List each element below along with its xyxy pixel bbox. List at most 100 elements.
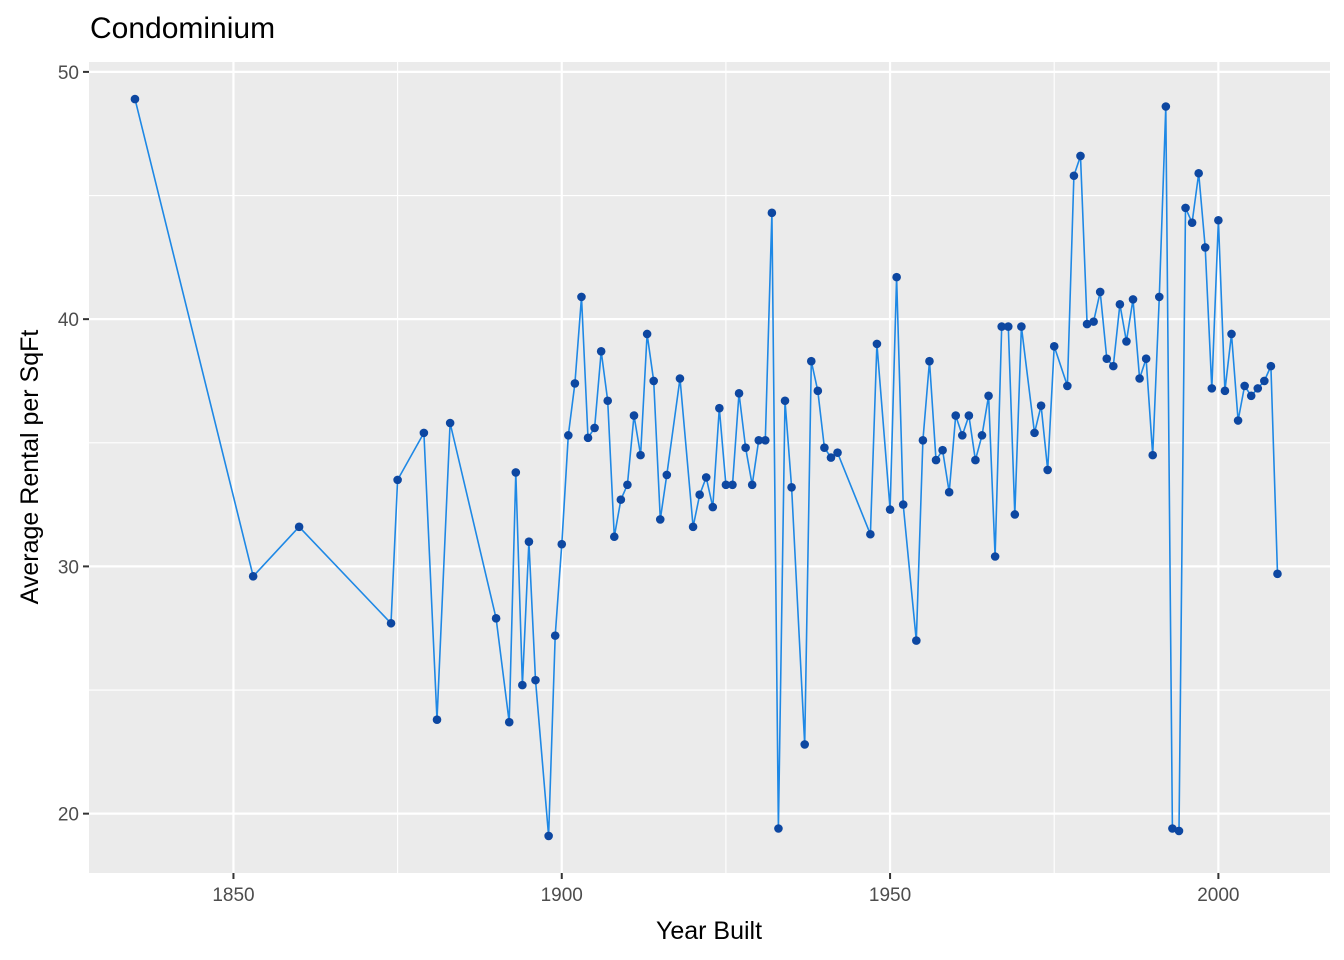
data-point (491, 614, 501, 623)
data-point (603, 396, 613, 406)
data-point (583, 433, 593, 443)
x-tick-label: 1900 (541, 885, 583, 906)
data-point (655, 515, 665, 524)
x-tick-label: 2000 (1197, 885, 1239, 906)
data-point (1187, 218, 1197, 228)
data-point (944, 487, 954, 497)
data-point (1174, 826, 1184, 836)
data-point (787, 482, 796, 492)
data-point (820, 443, 829, 453)
data-point (1253, 384, 1263, 393)
data-point (721, 480, 731, 490)
data-point (747, 480, 757, 490)
data-point (1017, 322, 1026, 331)
data-point (544, 831, 553, 841)
data-point (629, 411, 639, 420)
data-point (767, 208, 777, 218)
y-tick-label: 20 (58, 805, 79, 826)
data-point (596, 346, 606, 356)
data-point (1273, 569, 1282, 579)
data-point (550, 631, 560, 640)
data-point (1194, 168, 1203, 178)
y-tick-label: 40 (58, 310, 79, 331)
data-point (1161, 102, 1171, 111)
data-point (649, 376, 658, 386)
data-point (1214, 215, 1223, 225)
data-point (1227, 329, 1236, 339)
data-point (1200, 243, 1210, 252)
data-point (531, 675, 540, 685)
data-point (662, 470, 672, 480)
data-point (885, 505, 895, 514)
data-point (866, 529, 875, 539)
data-point (590, 423, 599, 433)
data-point (1063, 381, 1072, 391)
data-point (130, 94, 140, 104)
data-point (609, 532, 619, 542)
data-point (1069, 171, 1079, 181)
data-point (977, 431, 987, 440)
data-point (898, 500, 908, 509)
data-point (701, 473, 711, 482)
x-axis-title: Year Built (656, 917, 762, 945)
data-point (997, 322, 1006, 331)
data-point (524, 537, 534, 546)
data-point (1246, 391, 1256, 401)
data-point (1141, 354, 1151, 364)
data-point (715, 403, 724, 413)
data-point (1102, 354, 1112, 364)
data-point (294, 522, 304, 532)
data-point (912, 636, 921, 645)
data-point (386, 618, 396, 628)
data-point (833, 448, 842, 457)
plot-panel (89, 62, 1330, 873)
data-point (623, 480, 632, 490)
data-point (1260, 376, 1269, 386)
data-point (1010, 510, 1020, 519)
x-tick-label: 1850 (212, 885, 254, 906)
data-point (741, 443, 750, 453)
y-tick-label: 50 (58, 63, 79, 84)
data-point (971, 455, 980, 465)
data-point (826, 453, 836, 462)
data-point (1122, 337, 1131, 346)
data-point (570, 379, 580, 388)
data-point (1036, 401, 1046, 410)
data-point (1240, 381, 1249, 391)
y-tick-label: 30 (58, 557, 79, 578)
data-point (1135, 374, 1144, 383)
data-point (1168, 824, 1177, 833)
data-point (892, 272, 901, 282)
data-point (951, 411, 961, 420)
data-point (1089, 317, 1098, 326)
data-point (1049, 342, 1059, 351)
data-point (248, 571, 258, 581)
data-point (675, 374, 685, 383)
data-point (931, 455, 941, 465)
data-point (518, 680, 527, 690)
data-point (800, 740, 810, 749)
data-point (708, 502, 718, 512)
data-point (918, 436, 928, 445)
data-point (1030, 428, 1039, 438)
data-point (504, 717, 514, 727)
data-point (445, 418, 455, 428)
data-point (1220, 386, 1230, 396)
data-point (925, 356, 934, 366)
data-point (938, 445, 947, 455)
data-point (1109, 361, 1118, 371)
data-point (1148, 450, 1158, 460)
data-point (1154, 292, 1164, 302)
data-point (1082, 319, 1092, 329)
data-point (1115, 300, 1125, 309)
data-point (1233, 416, 1243, 425)
data-point (734, 389, 744, 398)
x-tick-label: 1950 (869, 885, 911, 906)
data-point (774, 824, 783, 833)
data-point (432, 715, 442, 725)
major-gridlines (89, 62, 1330, 873)
data-point (419, 428, 429, 438)
data-point (695, 490, 704, 499)
series-points-group (130, 94, 1282, 841)
